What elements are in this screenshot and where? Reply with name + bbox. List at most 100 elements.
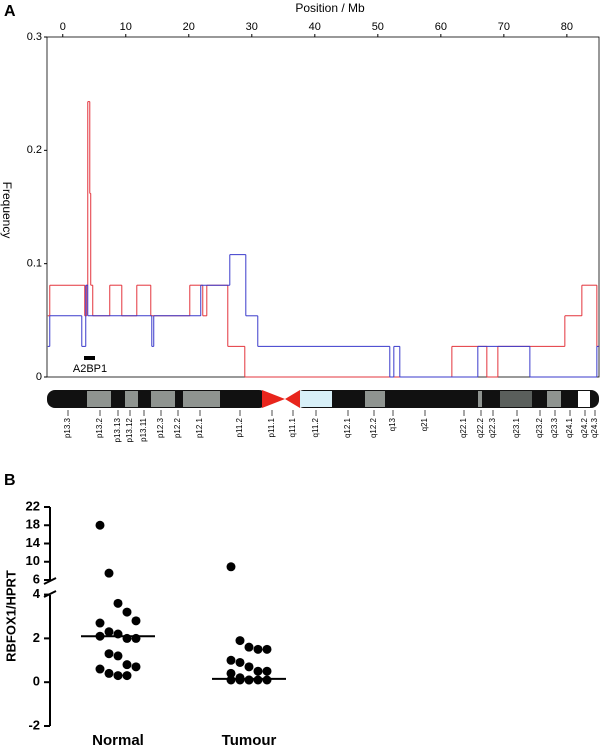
band <box>300 391 332 407</box>
band <box>578 391 590 407</box>
band <box>151 391 175 407</box>
ideogram <box>47 390 599 408</box>
panel-label: A <box>4 3 16 20</box>
x-tick-label: 0 <box>60 21 66 33</box>
dot <box>122 607 132 617</box>
x-tick-label: 30 <box>246 21 258 33</box>
y-tick-label: 0 <box>33 674 40 689</box>
band-label: p13.3 <box>63 417 72 438</box>
y-tick-label: -2 <box>28 717 40 732</box>
dot <box>226 675 236 685</box>
y-tick-label: 0.2 <box>27 144 42 156</box>
dot <box>262 666 272 676</box>
dot <box>226 668 236 678</box>
y-tick-label: 18 <box>26 517 40 532</box>
band <box>547 391 561 407</box>
dot <box>113 671 123 681</box>
y-tick-label: 0 <box>36 371 42 383</box>
band-label: q22.2 <box>476 417 485 438</box>
dot <box>104 668 114 678</box>
x-tick-label: 80 <box>561 21 573 33</box>
band <box>365 391 385 407</box>
band-label: q12.1 <box>343 417 352 438</box>
x-tick-label: 50 <box>372 21 384 33</box>
band <box>125 391 138 407</box>
x-tick-label: Normal <box>92 732 144 749</box>
band <box>478 391 482 407</box>
dot <box>95 520 105 530</box>
band-label: q24.3 <box>590 417 599 438</box>
dot <box>104 649 114 659</box>
band-label: p12.1 <box>195 417 204 438</box>
dot <box>226 655 236 665</box>
dot <box>113 598 123 608</box>
dot <box>95 618 105 628</box>
dot <box>226 562 236 572</box>
band-label: q23.1 <box>512 417 521 438</box>
dot <box>235 675 245 685</box>
y-tick-label: 0.1 <box>27 258 42 270</box>
y-tick-label: 14 <box>26 535 41 550</box>
y-tick-label: 10 <box>26 553 40 568</box>
dot <box>95 664 105 674</box>
band-label: q23.3 <box>550 417 559 438</box>
band-label: q22.1 <box>459 417 468 438</box>
panel-label: B <box>4 472 16 489</box>
dot <box>113 651 123 661</box>
dot <box>244 675 254 685</box>
x-tick-label: 60 <box>435 21 447 33</box>
dot <box>131 616 141 626</box>
band <box>500 391 532 407</box>
dot <box>104 627 114 637</box>
band-label: q12.2 <box>369 417 378 438</box>
band-label: p11.2 <box>235 417 244 437</box>
dot <box>122 660 132 670</box>
y-axis-title: RBFOX1/HPRT <box>3 570 18 662</box>
dot <box>235 636 245 646</box>
dot <box>244 642 254 652</box>
dot <box>104 568 114 578</box>
band-label: q11.2 <box>311 417 320 437</box>
band-label: p12.2 <box>173 417 182 438</box>
dot <box>262 644 272 654</box>
band-label: p12.3 <box>156 417 165 438</box>
centromere <box>262 390 285 408</box>
x-tick-label: 20 <box>183 21 195 33</box>
band-label: p13.11 <box>139 417 148 441</box>
x-tick-label: 10 <box>120 21 132 33</box>
y-axis-title: Frequency <box>0 182 14 239</box>
y-tick-label: 6 <box>33 571 40 586</box>
band-label: p11.1 <box>267 417 276 437</box>
x-tick-label: Tumour <box>222 732 277 749</box>
dot <box>253 675 263 685</box>
band-label: q24.1 <box>565 417 574 438</box>
band-label: p13.12 <box>125 417 134 442</box>
x-tick-label: 70 <box>498 21 510 33</box>
centromere <box>285 390 300 408</box>
dot <box>235 657 245 667</box>
y-tick-label: 2 <box>33 630 40 645</box>
y-tick-label: 4 <box>33 586 41 601</box>
dot <box>253 666 263 676</box>
band-label: q21 <box>420 417 429 431</box>
band-label: p13.2 <box>95 417 104 438</box>
y-tick-label: 22 <box>26 498 40 513</box>
annotation: A2BP1 <box>73 363 107 375</box>
y-tick-label: 0.3 <box>27 31 42 43</box>
band <box>183 391 220 407</box>
band <box>87 391 111 407</box>
band-label: q11.1 <box>288 417 297 437</box>
band-label: q23.2 <box>535 417 544 438</box>
band-label: p13.13 <box>113 417 122 442</box>
dot <box>122 671 132 681</box>
x-tick-label: 40 <box>309 21 321 33</box>
band-label: q22.3 <box>488 417 497 438</box>
dot <box>244 662 254 672</box>
dot <box>262 675 272 685</box>
plot-frame <box>46 36 600 378</box>
x-axis-title: Position / Mb <box>295 1 365 15</box>
dot <box>131 662 141 672</box>
band-label: q24.2 <box>580 417 589 438</box>
dot <box>253 644 263 654</box>
